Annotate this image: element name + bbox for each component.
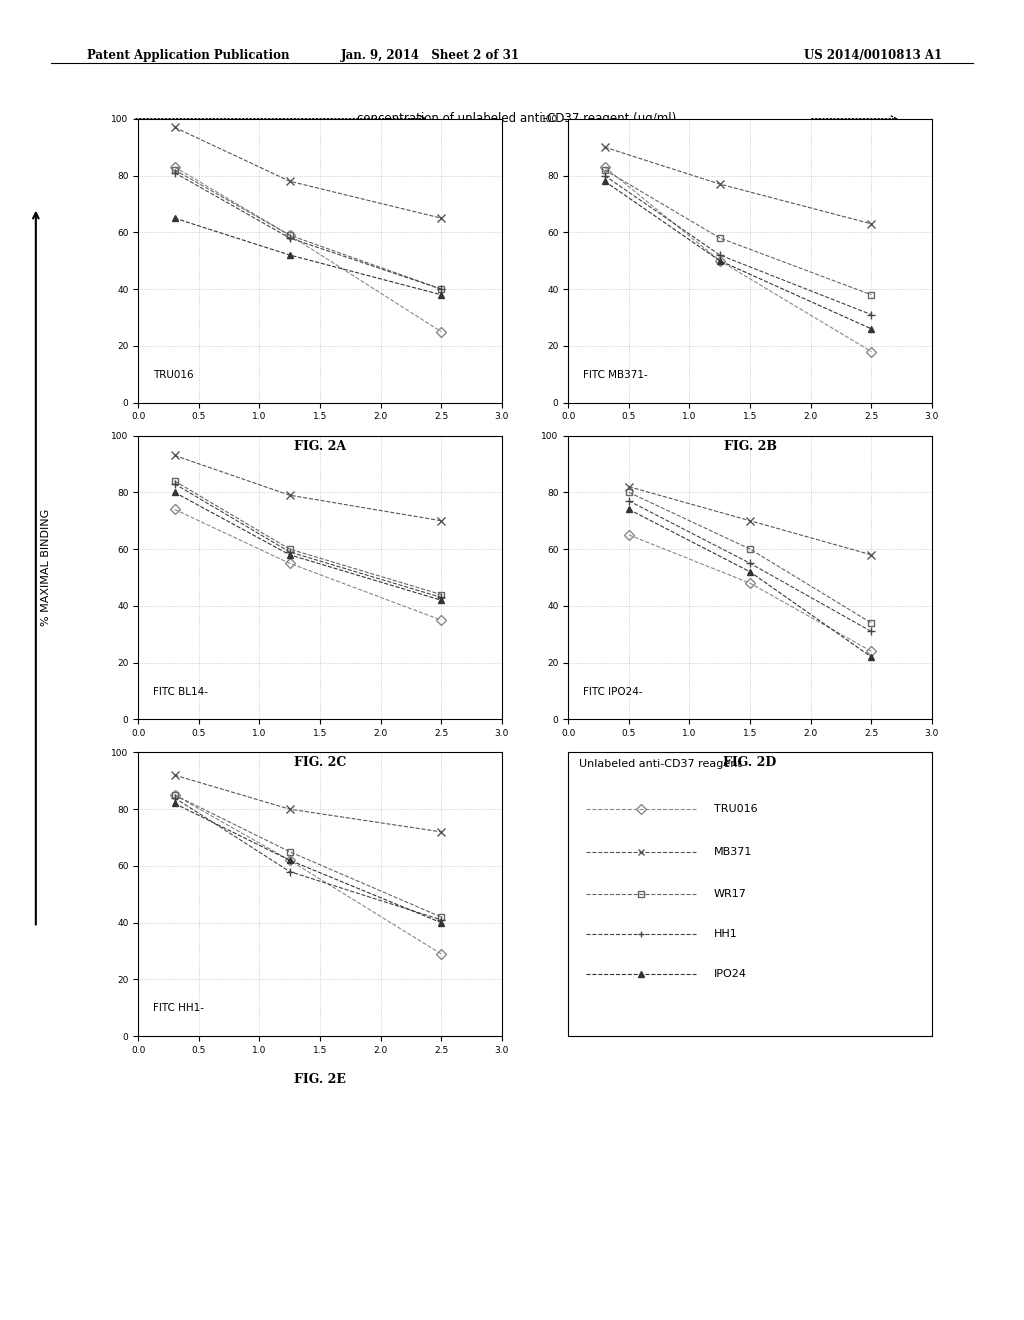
Text: concentration of unlabeled anti-CD37 reagent (μg/ml): concentration of unlabeled anti-CD37 rea… — [357, 112, 677, 125]
Text: FIG. 2B: FIG. 2B — [724, 440, 776, 453]
Text: % MAXIMAL BINDING: % MAXIMAL BINDING — [41, 510, 51, 626]
Text: FIG. 2A: FIG. 2A — [294, 440, 346, 453]
Text: FITC MB371-: FITC MB371- — [583, 370, 647, 380]
Text: TRU016: TRU016 — [714, 804, 758, 814]
Text: FITC HH1-: FITC HH1- — [153, 1003, 204, 1014]
Text: FITC IPO24-: FITC IPO24- — [583, 686, 642, 697]
Text: HH1: HH1 — [714, 929, 737, 939]
Text: FITC BL14-: FITC BL14- — [153, 686, 208, 697]
Text: Patent Application Publication: Patent Application Publication — [87, 49, 290, 62]
Text: FIG. 2E: FIG. 2E — [294, 1073, 346, 1086]
Text: Jan. 9, 2014   Sheet 2 of 31: Jan. 9, 2014 Sheet 2 of 31 — [341, 49, 519, 62]
Text: Unlabeled anti-CD37 reagent: Unlabeled anti-CD37 reagent — [579, 759, 741, 770]
Text: MB371: MB371 — [714, 846, 752, 857]
Text: WR17: WR17 — [714, 890, 746, 899]
Text: US 2014/0010813 A1: US 2014/0010813 A1 — [804, 49, 942, 62]
Text: IPO24: IPO24 — [714, 969, 746, 978]
Text: FIG. 2C: FIG. 2C — [294, 756, 346, 770]
Text: TRU016: TRU016 — [153, 370, 194, 380]
Text: FIG. 2D: FIG. 2D — [723, 756, 777, 770]
